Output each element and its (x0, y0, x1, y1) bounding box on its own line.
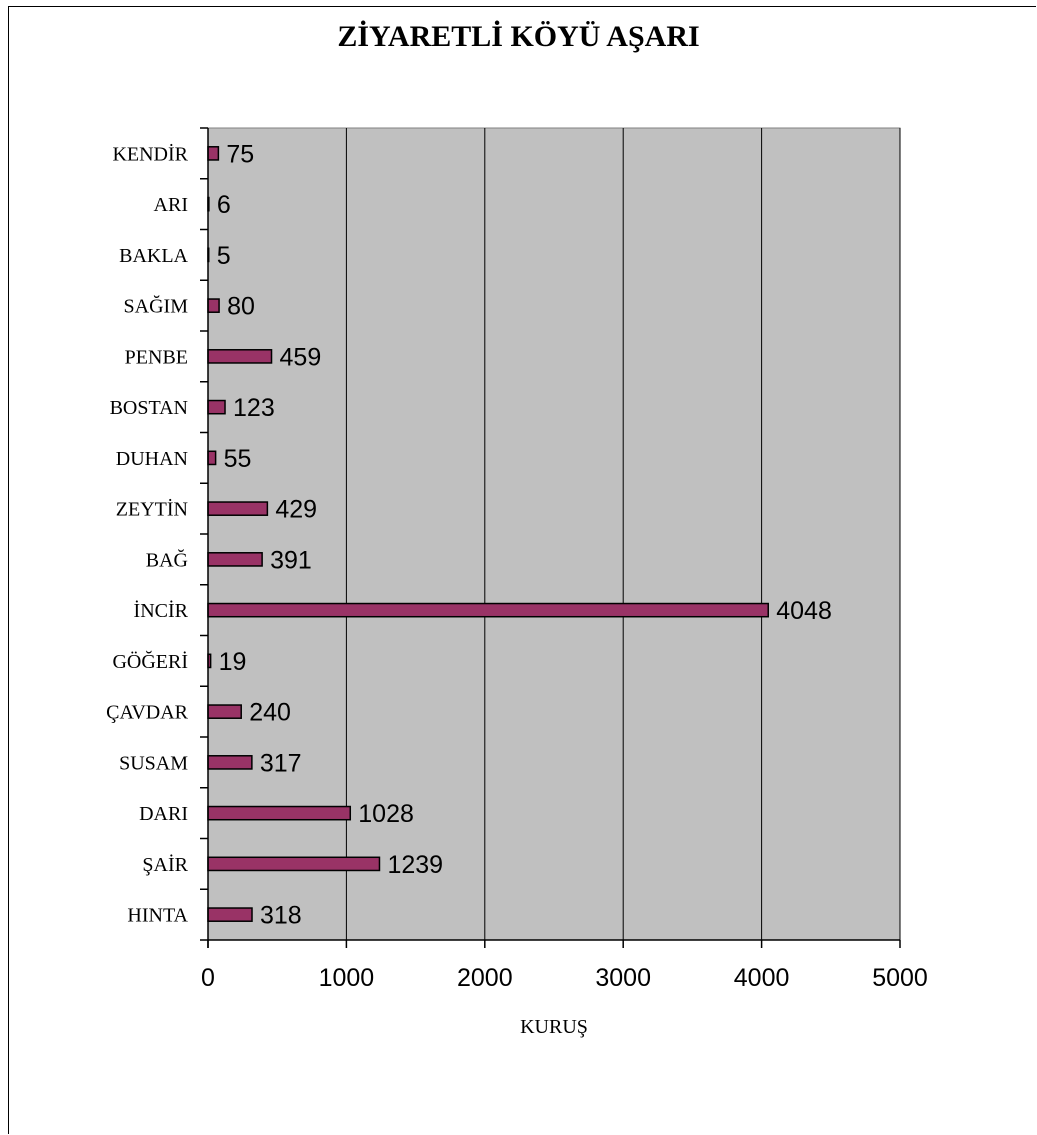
category-label-14: BAKLA (119, 245, 188, 267)
category-label-10: DUHAN (116, 448, 188, 470)
x-tick-label-0: 0 (201, 964, 215, 992)
bar-11 (207, 399, 226, 415)
plot-area (207, 127, 901, 941)
bar-2 (207, 856, 381, 872)
category-label-4: SUSAM (119, 752, 188, 774)
data-label-12: 459 (280, 343, 322, 371)
category-label-5: ÇAVDAR (106, 702, 189, 724)
category-label-11: BOSTAN (110, 397, 188, 419)
x-tick-label-3000: 3000 (595, 964, 651, 992)
category-label-9: ZEYTİN (116, 498, 188, 521)
data-label-2: 1239 (387, 851, 443, 879)
data-label-3: 1028 (358, 800, 414, 828)
data-label-1: 318 (260, 902, 302, 930)
category-label-16: KENDİR (112, 142, 188, 165)
bar-3 (207, 805, 352, 821)
x-tick-label-2000: 2000 (457, 964, 513, 992)
bar-13 (207, 298, 220, 313)
bar-12 (207, 349, 273, 364)
bar-1 (207, 907, 253, 922)
data-label-14: 5 (217, 242, 231, 270)
x-tick-label-4000: 4000 (734, 964, 790, 992)
category-label-1: HINTA (127, 905, 188, 927)
category-label-15: ARI (154, 194, 188, 216)
category-label-13: SAĞIM (124, 295, 189, 318)
data-label-7: 4048 (776, 597, 832, 625)
data-label-6: 19 (219, 648, 247, 676)
data-label-16: 75 (226, 140, 254, 168)
category-label-6: GÖĞERİ (112, 650, 188, 673)
category-label-8: BAĞ (146, 548, 188, 571)
chart-title: ZİYARETLİ KÖYÜ AŞARI (337, 20, 700, 53)
data-label-9: 429 (275, 496, 317, 524)
data-label-15: 6 (217, 191, 231, 219)
chart-frame (8, 6, 1036, 1134)
data-label-11: 123 (233, 394, 275, 422)
x-axis-title: KURUŞ (520, 1016, 588, 1038)
data-label-8: 391 (270, 546, 312, 574)
bar-9 (207, 501, 269, 516)
data-label-10: 55 (224, 445, 252, 473)
data-label-5: 240 (249, 699, 291, 727)
data-label-13: 80 (227, 293, 255, 321)
category-label-7: İNCİR (134, 599, 189, 622)
bar-4 (207, 755, 253, 770)
bar-8 (207, 552, 263, 567)
bar-5 (207, 704, 242, 719)
data-label-4: 317 (260, 749, 302, 777)
category-label-12: PENBE (125, 346, 188, 368)
x-tick-label-5000: 5000 (872, 964, 928, 992)
bar-10 (207, 450, 217, 466)
category-label-3: DARI (139, 803, 188, 825)
x-tick-label-1000: 1000 (319, 964, 375, 992)
category-label-2: ŞAİR (142, 853, 188, 876)
bar-16 (207, 146, 220, 161)
bar-7 (207, 602, 769, 618)
